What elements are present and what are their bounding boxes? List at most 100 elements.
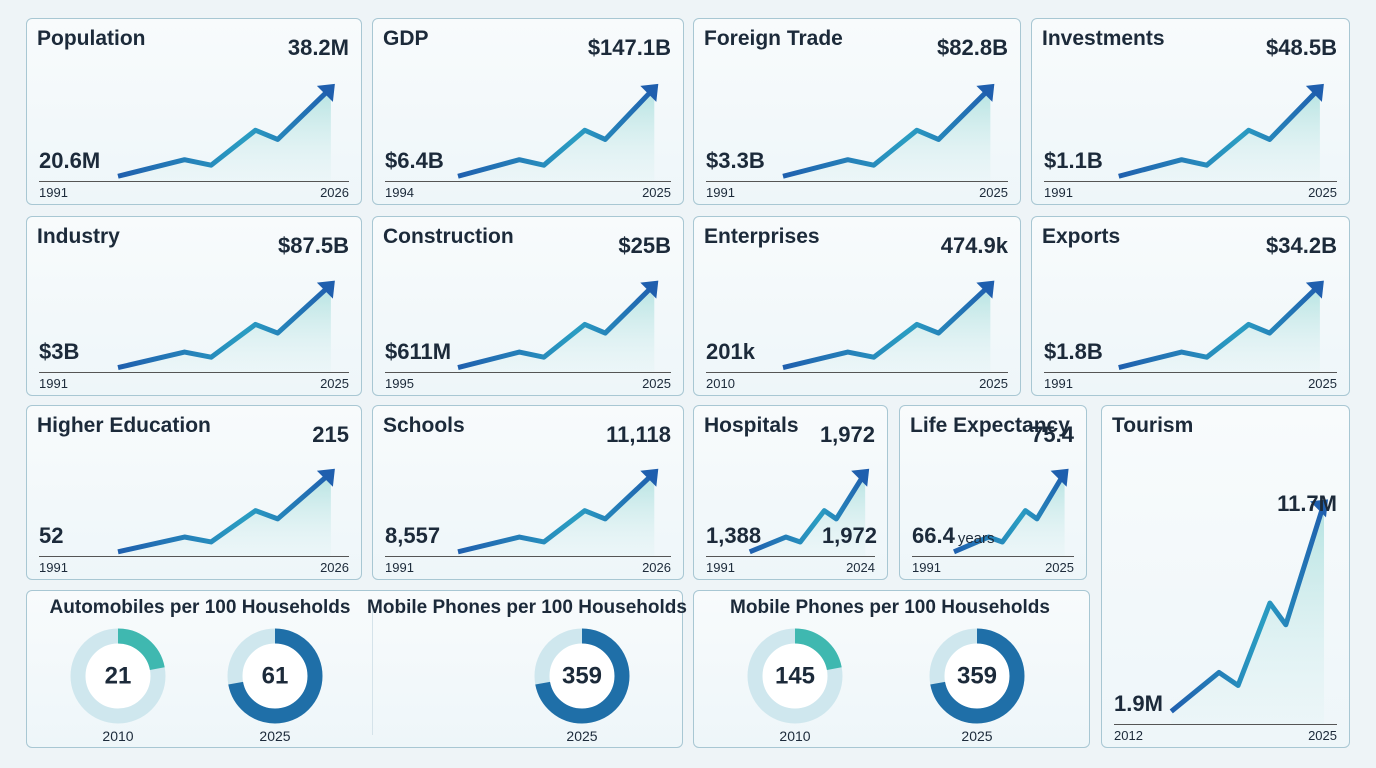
donut-year: 2025 xyxy=(566,728,598,744)
trend-area xyxy=(118,284,331,373)
start-year: 1995 xyxy=(385,376,414,391)
start-value-number: 201k xyxy=(706,339,755,364)
start-value: 1.9M xyxy=(1114,691,1163,717)
start-year: 2010 xyxy=(706,376,735,391)
end-value: $82.8B xyxy=(937,35,1008,60)
start-value: $1.8B xyxy=(1044,339,1103,365)
panel: Enterprises 474.9k 201k 2010 2025 xyxy=(693,216,1021,396)
trend-line xyxy=(748,471,868,555)
arrow-head xyxy=(851,468,870,487)
trend-line xyxy=(782,282,993,371)
panel: Life Expectancy 75.4 66.4 years 1991 2025 xyxy=(899,405,1087,580)
donut-arc xyxy=(534,628,630,724)
end-value: 474.9k xyxy=(940,233,1008,258)
panel-title: Foreign Trade xyxy=(704,27,843,50)
donut-group-title: Automobiles per 100 Households xyxy=(49,597,351,618)
start-value-number: $3.3B xyxy=(706,148,765,173)
divider xyxy=(372,600,373,735)
panel-title: Life Expectancy xyxy=(910,414,1070,437)
donut-arc xyxy=(747,628,843,724)
start-value-number: 20.6M xyxy=(39,148,101,173)
start-year: 1991 xyxy=(39,376,68,391)
arrow-head xyxy=(1305,280,1324,299)
extra-label: 1,972 xyxy=(821,523,877,548)
trend-area xyxy=(783,284,991,373)
trend-decoration xyxy=(782,280,995,373)
start-value-number: $6.4B xyxy=(385,148,444,173)
trend-line xyxy=(457,282,657,371)
panel-title: Population xyxy=(37,27,146,50)
end-value: 1,972 xyxy=(819,422,875,447)
start-value: $611M xyxy=(385,339,451,365)
trend-line xyxy=(1169,502,1327,714)
donut-arc xyxy=(227,628,323,724)
end-year: 2025 xyxy=(1308,185,1337,200)
trend-line xyxy=(117,470,333,555)
trend-decoration xyxy=(1118,280,1324,373)
end-value: $25B xyxy=(618,233,671,258)
end-year: 2025 xyxy=(1308,728,1337,743)
trend-area xyxy=(1118,284,1320,373)
arrow-head xyxy=(1305,83,1324,102)
panel-title: Investments xyxy=(1042,27,1165,50)
arrow-head xyxy=(640,468,659,487)
panel-title: Hospitals xyxy=(704,414,799,437)
start-year: 1991 xyxy=(706,185,735,200)
start-value: $1.1B xyxy=(1044,148,1103,174)
donut-arc xyxy=(70,628,166,724)
donut-group-title: Mobile Phones per 100 Households xyxy=(367,597,687,618)
trend-line xyxy=(117,86,333,179)
trend-decoration xyxy=(457,83,659,182)
trend-line xyxy=(457,86,657,179)
arrow-head xyxy=(640,83,659,102)
panel: Higher Education 215 52 1991 2026 xyxy=(26,405,362,580)
start-year: 1991 xyxy=(706,560,735,575)
panel-title: Industry xyxy=(37,225,120,248)
end-year: 2025 xyxy=(979,376,1008,391)
start-value: $3.3B xyxy=(706,148,765,174)
start-year: 1991 xyxy=(39,560,68,575)
end-value: 38.2M xyxy=(287,35,349,60)
donut: 21 xyxy=(70,628,166,724)
donut-arc xyxy=(929,628,1025,724)
panel: GDP $147.1B $6.4B 1994 2025 xyxy=(372,18,684,205)
start-value: 201k xyxy=(706,339,755,365)
trend-area xyxy=(783,87,991,182)
start-value-number: 8,557 xyxy=(385,523,441,548)
trend-area xyxy=(749,472,866,557)
panel: Foreign Trade $82.8B $3.3B 1991 2025 xyxy=(693,18,1021,205)
start-year: 1991 xyxy=(385,560,414,575)
panel: Tourism 11.7M 1.9M 2012 2025 xyxy=(1101,405,1350,748)
panel: Hospitals 1,972 1,388 1,972 1991 2024 xyxy=(693,405,888,580)
panel-title: Construction xyxy=(383,225,514,248)
start-value-number: 52 xyxy=(39,523,64,548)
end-value: 11,118 xyxy=(606,422,671,447)
donut-year: 2025 xyxy=(259,728,291,744)
start-value: 8,557 xyxy=(385,523,440,549)
donut-year: 2025 xyxy=(961,728,993,744)
baseline xyxy=(385,556,671,557)
trend-line xyxy=(953,471,1067,555)
donut-value: 359 xyxy=(957,662,997,689)
trend-area xyxy=(1171,503,1325,725)
panel-title: Tourism xyxy=(1112,414,1194,437)
trend-decoration xyxy=(953,468,1069,557)
arrow-head xyxy=(976,83,995,102)
donut-year: 2010 xyxy=(779,728,811,744)
baseline xyxy=(706,181,1008,182)
donut-group-title: Mobile Phones per 100 Households xyxy=(730,597,1050,618)
baseline xyxy=(1114,724,1337,725)
arrow-head xyxy=(640,280,659,299)
start-value-number: 66.4 xyxy=(912,523,955,548)
end-year: 2025 xyxy=(979,185,1008,200)
panel: Population 38.2M 20.6M 1991 2026 xyxy=(26,18,362,205)
trend-decoration xyxy=(457,280,659,373)
start-value: 52 xyxy=(39,523,63,549)
arrow-head xyxy=(316,468,335,487)
start-year: 1991 xyxy=(912,560,941,575)
trend-decoration xyxy=(117,468,335,557)
end-value: $34.2B xyxy=(1266,233,1337,258)
end-value: 75.4 xyxy=(1031,422,1074,447)
trend-area xyxy=(954,472,1065,557)
start-value-number: 1,388 xyxy=(706,523,762,548)
